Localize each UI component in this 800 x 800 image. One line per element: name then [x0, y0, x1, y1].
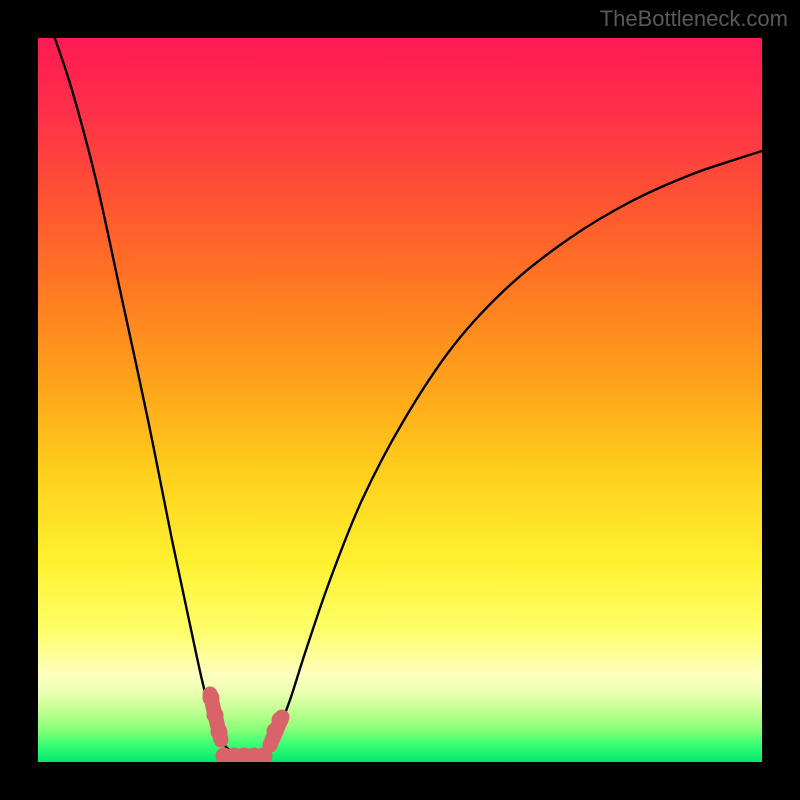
valley-highlight — [203, 690, 289, 765]
bottleneck-curve — [52, 30, 762, 756]
watermark-label: TheBottleneck.com — [600, 6, 788, 32]
curve-layer — [0, 0, 800, 800]
chart-stage: TheBottleneck.com — [0, 0, 800, 800]
